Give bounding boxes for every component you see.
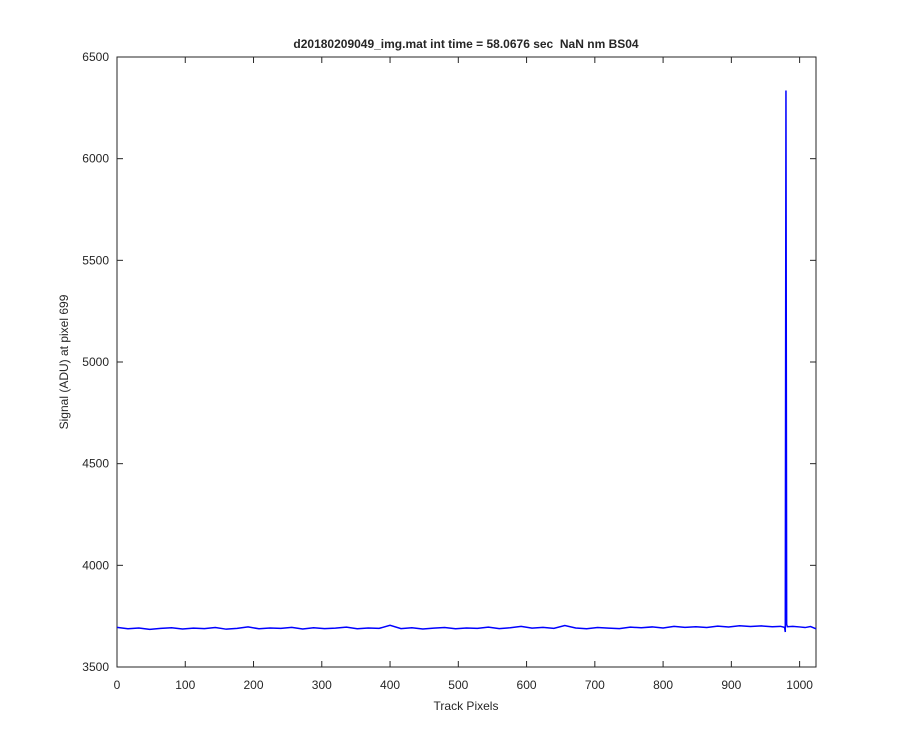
x-tick-label: 600 [517, 678, 537, 692]
x-tick-label: 900 [721, 678, 741, 692]
data-line [116, 90, 817, 633]
y-tick-label: 6500 [82, 50, 109, 64]
y-tick-label: 4000 [82, 558, 109, 572]
y-tick-label: 6000 [82, 152, 109, 166]
x-tick-label: 500 [448, 678, 468, 692]
x-tick-label: 1000 [786, 678, 813, 692]
y-tick-label: 5000 [82, 355, 109, 369]
y-tick-label: 3500 [82, 660, 109, 674]
x-axis-label: Track Pixels [434, 699, 499, 713]
x-tick-label: 300 [312, 678, 332, 692]
x-tick-label: 400 [380, 678, 400, 692]
y-axis-label: Signal (ADU) at pixel 699 [57, 294, 71, 429]
x-tick-label: 0 [114, 678, 121, 692]
y-tick-label: 5500 [82, 253, 109, 267]
x-tick-label: 100 [175, 678, 195, 692]
y-tick-label: 4500 [82, 457, 109, 471]
x-tick-label: 700 [585, 678, 605, 692]
x-tick-label: 200 [244, 678, 264, 692]
x-tick-label: 800 [653, 678, 673, 692]
plot-area [116, 56, 817, 668]
chart-title: d20180209049_img.mat int time = 58.0676 … [293, 37, 639, 51]
